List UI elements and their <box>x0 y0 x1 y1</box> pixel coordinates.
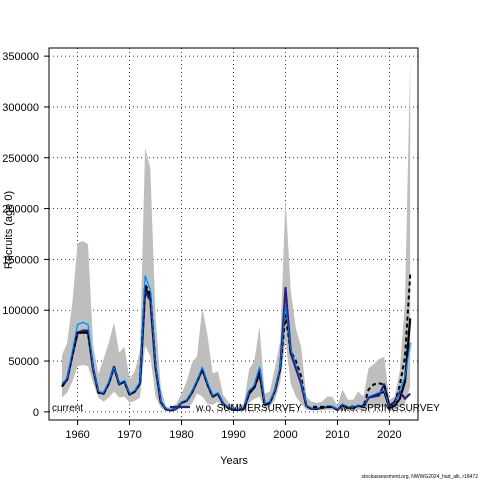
plot-area: 1960 1970 1980 1990 2000 2010 2020 0 50000 100000… <box>2 47 419 441</box>
x-tick-label: 1970 <box>117 429 141 441</box>
line-blue-thin <box>61 275 411 411</box>
x-tick-label: 2020 <box>377 429 401 441</box>
legend-label-current: current <box>52 403 83 414</box>
x-tick-label: 1980 <box>169 429 193 441</box>
x-tick-label: 2000 <box>273 429 297 441</box>
y-tick-label: 100000 <box>2 305 39 317</box>
caption: stockassessment.org, NWWG2024_had_alk, r… <box>362 474 479 480</box>
y-tick-label: 0 <box>33 407 39 419</box>
x-tick-label: 2010 <box>325 429 349 441</box>
y-tick-label: 300000 <box>2 102 39 114</box>
y-tick-label: 250000 <box>2 153 39 165</box>
y-axis-title: Recruits (age 0) <box>3 191 15 269</box>
x-axis-title: Years <box>220 455 248 467</box>
confidence-band <box>62 61 411 412</box>
y-tick-label: 50000 <box>8 356 39 368</box>
legend-label-springsurvey: w.o. SPRINGSURVEY <box>339 403 440 414</box>
y-tick-label: 200000 <box>2 204 39 216</box>
x-tick-label: 1960 <box>65 429 89 441</box>
legend-label-summersurvey: w.o. SUMMERSURVEY <box>195 403 302 414</box>
x-tick-label: 1990 <box>221 429 245 441</box>
y-tick-label: 350000 <box>2 51 39 63</box>
y-tick-label: 150000 <box>2 254 39 266</box>
legend: current w.o. SUMMERSURVEY w.o. SPRINGSUR… <box>52 403 440 414</box>
